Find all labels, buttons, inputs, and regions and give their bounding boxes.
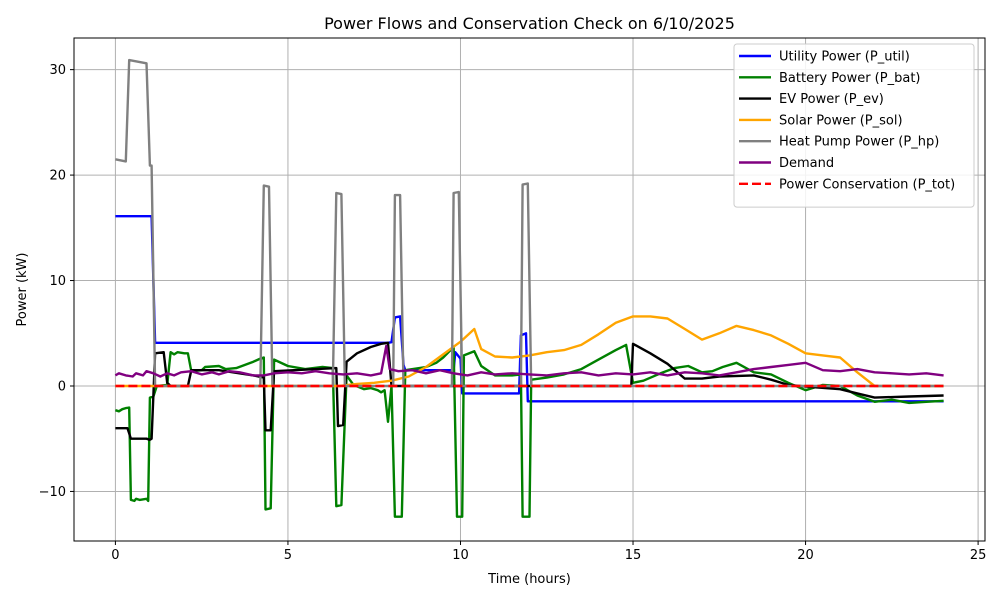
series-line-5 (115, 58, 944, 388)
x-tick-label: 25 (970, 548, 987, 563)
legend-box (733, 43, 975, 208)
x-tick-label: 10 (452, 548, 469, 563)
chart-title: Power Flows and Conservation Check on 6/… (324, 14, 735, 33)
axis-ticks: 0 5 10 15 20 25 −10 0 10 20 30 (39, 63, 987, 563)
series-line-4 (115, 315, 944, 388)
y-tick-label: −10 (39, 485, 66, 500)
x-tick-label: 20 (797, 548, 814, 563)
legend-label: Utility Power (P_util) (779, 50, 910, 65)
x-axis-label: Time (hours) (487, 572, 571, 587)
legend-label: Solar Power (P_sol) (779, 113, 903, 128)
x-tick-label: 15 (625, 548, 642, 563)
legend-label: Heat Pump Power (P_hp) (779, 135, 939, 150)
y-tick-label: 20 (49, 169, 66, 184)
legend: Utility Power (P_util) Battery Power (P_b… (733, 43, 975, 208)
y-tick-label: 10 (49, 274, 66, 289)
legend-label: Demand (779, 156, 834, 171)
y-axis-label: Power (kW) (15, 253, 30, 327)
series-layer (114, 58, 944, 518)
y-tick-label: 30 (49, 63, 66, 78)
series-line-3 (115, 341, 944, 441)
series-line-2 (115, 343, 944, 518)
legend-label: Power Conservation (P_tot) (779, 177, 955, 192)
series-line-6 (114, 344, 944, 378)
legend-label: EV Power (P_ev) (779, 92, 884, 107)
x-tick-label: 5 (284, 548, 292, 563)
y-tick-label: 0 (58, 379, 66, 394)
x-tick-label: 0 (111, 548, 119, 563)
plot-frame (73, 37, 986, 542)
legend-label: Battery Power (P_bat) (779, 71, 920, 86)
